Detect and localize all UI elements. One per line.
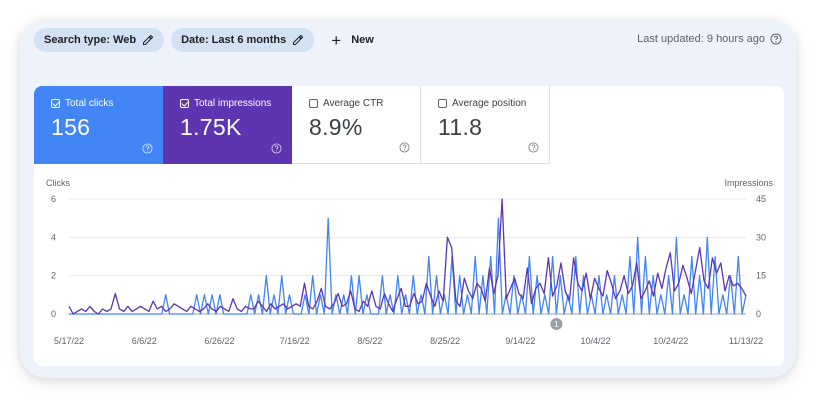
series-line-clicks <box>69 217 747 315</box>
y-left-tick-label: 6 <box>51 194 56 204</box>
x-tick-label: 10/4/22 <box>581 336 611 346</box>
x-tick-label: 10/24/22 <box>653 336 688 346</box>
plus-icon: + <box>331 30 342 50</box>
checkbox-icon[interactable] <box>180 99 189 108</box>
y-right-tick-label: 45 <box>756 194 766 204</box>
y-right-tick-label: 0 <box>756 309 761 319</box>
metric-value: 1.75K <box>180 114 242 140</box>
y-right-tick-label: 30 <box>756 232 766 242</box>
series-line-impressions <box>68 198 747 315</box>
new-filter-label: New <box>351 34 374 46</box>
metric-label: Total impressions <box>194 98 272 109</box>
grid-lines <box>69 198 746 315</box>
metric-value: 156 <box>51 114 91 140</box>
x-tick-label: 8/5/22 <box>357 336 382 346</box>
performance-card: Total clicks 156 Total impressions 1.75K <box>34 86 784 366</box>
metric-average-position[interactable]: Average position 11.8 <box>421 86 550 164</box>
performance-chart[interactable]: Clicks Impressions 0 0 2 15 4 30 6 45 5/17/22 6/6… <box>34 172 784 366</box>
y-left-tick-label: 2 <box>51 271 56 281</box>
annotation-label: 1 <box>554 320 559 329</box>
pencil-icon <box>293 35 304 45</box>
checkbox-icon[interactable] <box>51 99 60 108</box>
series-lines <box>68 198 747 315</box>
help-circle-icon[interactable] <box>142 143 153 154</box>
y-left-tick-label: 0 <box>51 309 56 319</box>
metric-label: Average position <box>452 98 527 109</box>
help-circle-icon[interactable] <box>399 142 410 153</box>
x-tick-label: 7/16/22 <box>280 336 310 346</box>
last-updated-text: Last updated: 9 hours ago <box>637 33 765 45</box>
checkbox-icon[interactable] <box>438 99 447 108</box>
last-updated: Last updated: 9 hours ago <box>637 33 782 45</box>
x-tick-label: 9/14/22 <box>505 336 535 346</box>
x-tick-label: 6/26/22 <box>204 336 234 346</box>
x-tick-label: 11/13/22 <box>729 336 763 346</box>
y-left-tick-label: 4 <box>51 232 56 242</box>
search-type-filter-chip[interactable]: Search type: Web <box>34 28 165 52</box>
x-tick-label: 8/25/22 <box>430 336 460 346</box>
help-circle-icon[interactable] <box>770 33 782 45</box>
performance-panel: Search type: Web Date: Last 6 months + N… <box>20 20 796 378</box>
help-circle-icon[interactable] <box>271 143 282 154</box>
x-tick-label: 5/17/22 <box>54 336 84 346</box>
metric-label: Average CTR <box>323 98 384 109</box>
axis-labels: 0 0 2 15 4 30 6 45 5/17/22 6/6/22 6/26/22 7/16/22 8/… <box>51 194 766 346</box>
metric-label: Total clicks <box>65 98 114 109</box>
metric-total-impressions[interactable]: Total impressions 1.75K <box>163 86 292 164</box>
y-axis-right-label: Impressions <box>724 178 773 188</box>
metric-average-ctr[interactable]: Average CTR 8.9% <box>292 86 421 164</box>
pencil-icon <box>143 35 154 45</box>
metric-value: 11.8 <box>438 114 483 140</box>
y-axis-left-label: Clicks <box>46 178 70 188</box>
date-filter-chip[interactable]: Date: Last 6 months <box>171 28 315 52</box>
help-circle-icon[interactable] <box>528 142 539 153</box>
new-filter-button[interactable]: + New <box>325 28 380 52</box>
checkbox-icon[interactable] <box>309 99 318 108</box>
filter-bar: Search type: Web Date: Last 6 months + N… <box>34 28 380 52</box>
x-tick-label: 6/6/22 <box>132 336 157 346</box>
search-type-filter-label: Search type: Web <box>44 34 137 46</box>
metric-total-clicks[interactable]: Total clicks 156 <box>34 86 163 164</box>
metric-value: 8.9% <box>309 114 363 140</box>
y-right-tick-label: 15 <box>756 271 766 281</box>
annotation-marker[interactable] <box>550 318 563 330</box>
date-filter-label: Date: Last 6 months <box>181 34 287 46</box>
